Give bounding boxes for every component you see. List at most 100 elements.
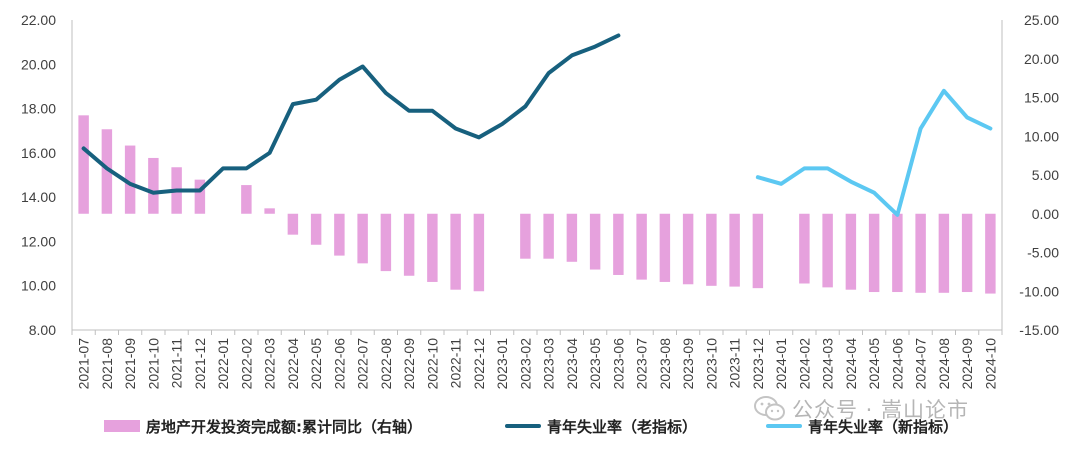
x-tick-label: 2022-12 bbox=[471, 338, 487, 390]
x-tick-label: 2022-05 bbox=[308, 338, 324, 390]
x-tick-label: 2022-07 bbox=[355, 338, 371, 390]
x-tick-label: 2023-01 bbox=[494, 338, 510, 390]
bar-2023-06 bbox=[613, 213, 624, 275]
legend-swatch-new-indicator bbox=[766, 424, 802, 428]
x-tick-label: 2023-12 bbox=[750, 338, 766, 390]
bar-2024-03 bbox=[822, 213, 833, 288]
legend: 房地产开发投资完成额:累计同比（右轴） 青年失业率（老指标） 青年失业率（新指标… bbox=[0, 406, 1080, 446]
bar-2023-02 bbox=[520, 213, 531, 259]
bar-2022-04 bbox=[287, 213, 299, 235]
x-tick-label: 2023-06 bbox=[610, 338, 626, 390]
left-tick-label: 14.00 bbox=[21, 189, 56, 205]
x-tick-label: 2024-03 bbox=[820, 338, 836, 390]
watermark-text: 公众号 · 嵩山论市 bbox=[792, 398, 970, 422]
x-tick-label: 2021-10 bbox=[145, 338, 161, 390]
bar-2022-12 bbox=[473, 213, 485, 292]
x-tick-label: 2023-05 bbox=[587, 338, 603, 390]
x-tick-label: 2024-01 bbox=[773, 338, 789, 390]
legend-swatch-bars bbox=[104, 420, 140, 432]
right-tick-label: 10.00 bbox=[1024, 128, 1059, 144]
bar-2022-06 bbox=[334, 213, 345, 256]
bar-2021-07 bbox=[78, 115, 89, 214]
bar-2023-12 bbox=[752, 213, 764, 289]
x-tick-label: 2023-07 bbox=[634, 338, 650, 390]
x-tick-label: 2022-11 bbox=[448, 338, 464, 389]
legend-label-old-indicator: 青年失业率（老指标） bbox=[547, 417, 698, 436]
legend-item-old-indicator: 青年失业率（老指标） bbox=[505, 406, 697, 446]
x-tick-label: 2022-06 bbox=[331, 338, 347, 390]
bar-2023-08 bbox=[659, 213, 671, 282]
x-tick-label: 2023-10 bbox=[703, 338, 719, 390]
x-tick-label: 2023-04 bbox=[564, 338, 580, 390]
bar-2024-07 bbox=[915, 213, 926, 293]
x-tick-label: 2022-09 bbox=[401, 338, 417, 390]
bar-2022-02 bbox=[241, 185, 252, 214]
bar-2021-08 bbox=[101, 129, 113, 214]
left-tick-label: 16.00 bbox=[21, 145, 56, 161]
bar-2024-02 bbox=[799, 213, 810, 284]
bar-2022-07 bbox=[357, 213, 368, 264]
legend-label-new-indicator: 青年失业率（新指标） bbox=[808, 417, 959, 436]
x-tick-label: 2022-04 bbox=[285, 338, 301, 390]
bar-2022-11 bbox=[450, 213, 461, 290]
x-tick-label: 2023-03 bbox=[541, 338, 557, 390]
x-tick-label: 2023-08 bbox=[657, 338, 673, 390]
x-tick-label: 2022-03 bbox=[262, 338, 278, 390]
legend-item-bars: 房地产开发投资完成额:累计同比（右轴） bbox=[104, 406, 422, 446]
right-tick-label: 20.00 bbox=[1024, 51, 1059, 67]
x-tick-label: 2021-11 bbox=[169, 338, 185, 389]
right-tick-label: -15.00 bbox=[1019, 322, 1059, 338]
bar-2022-05 bbox=[310, 213, 322, 245]
x-tick-label: 2024-08 bbox=[936, 338, 952, 390]
bar-2023-10 bbox=[706, 213, 717, 286]
x-tick-label: 2024-05 bbox=[866, 338, 882, 390]
bar-2021-12 bbox=[194, 179, 206, 214]
x-tick-label: 2024-06 bbox=[889, 338, 905, 390]
right-tick-label: -5.00 bbox=[1027, 245, 1059, 261]
watermark: 公众号 · 嵩山论市 bbox=[754, 392, 969, 426]
bar-2022-10 bbox=[427, 213, 438, 282]
left-tick-label: 10.00 bbox=[21, 278, 56, 294]
x-tick-label: 2024-10 bbox=[982, 338, 998, 390]
left-tick-label: 12.00 bbox=[21, 233, 56, 249]
x-tick-label: 2021-12 bbox=[192, 338, 208, 390]
line-old-indicator bbox=[81, 33, 621, 195]
left-tick-label: 22.00 bbox=[21, 12, 56, 28]
bar-2024-10 bbox=[985, 213, 996, 294]
right-tick-label: 25.00 bbox=[1024, 12, 1059, 28]
bar-2024-09 bbox=[961, 213, 973, 293]
bar-2024-05 bbox=[868, 213, 880, 293]
bar-2023-05 bbox=[589, 213, 601, 270]
bar-2023-07 bbox=[636, 213, 647, 280]
x-tick-label: 2024-07 bbox=[913, 338, 929, 390]
bar-2022-09 bbox=[403, 213, 415, 276]
left-tick-label: 8.00 bbox=[29, 322, 56, 338]
x-tick-label: 2021-09 bbox=[122, 338, 138, 390]
x-tick-label: 2022-08 bbox=[378, 338, 394, 390]
left-tick-label: 18.00 bbox=[21, 101, 56, 117]
x-tick-label: 2022-01 bbox=[215, 338, 231, 390]
left-tick-label: 20.00 bbox=[21, 56, 56, 72]
right-tick-label: 0.00 bbox=[1032, 206, 1059, 222]
bar-2024-04 bbox=[845, 213, 857, 290]
bar-2024-08 bbox=[938, 213, 950, 293]
right-tick-label: -10.00 bbox=[1019, 283, 1059, 299]
line-new-indicator bbox=[755, 88, 993, 217]
x-tick-label: 2021-08 bbox=[99, 338, 115, 390]
bar-2021-10 bbox=[148, 157, 159, 214]
x-tick-label: 2021-07 bbox=[76, 338, 92, 390]
x-tick-label: 2022-10 bbox=[424, 338, 440, 390]
bar-2024-06 bbox=[892, 213, 903, 293]
x-tick-label: 2024-04 bbox=[843, 338, 859, 390]
x-tick-label: 2023-02 bbox=[517, 338, 533, 390]
x-tick-label: 2024-09 bbox=[959, 338, 975, 390]
legend-item-new-indicator: 青年失业率（新指标） bbox=[766, 406, 958, 446]
x-tick-label: 2023-09 bbox=[680, 338, 696, 390]
bar-2023-11 bbox=[729, 213, 740, 287]
legend-label-bars: 房地产开发投资完成额:累计同比（右轴） bbox=[146, 417, 423, 436]
legend-swatch-old-indicator bbox=[505, 424, 541, 428]
right-tick-label: 5.00 bbox=[1032, 167, 1059, 183]
x-tick-label: 2023-11 bbox=[727, 338, 743, 389]
bar-2021-09 bbox=[124, 145, 136, 214]
